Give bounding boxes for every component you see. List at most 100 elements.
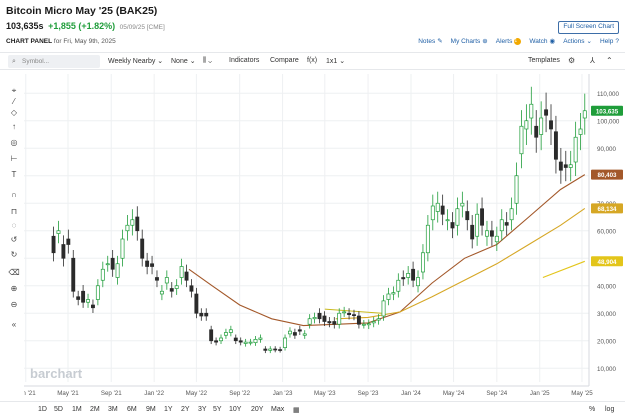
candle-body <box>199 312 204 317</box>
candle-body <box>71 257 76 292</box>
moving-average-line <box>542 260 585 279</box>
measure-icon[interactable]: ⊢ <box>10 154 18 163</box>
candle-body <box>470 224 475 240</box>
candle-body <box>312 317 317 320</box>
compare-button[interactable]: Compare <box>270 57 299 64</box>
candle-body <box>248 341 253 344</box>
candle-body <box>406 273 411 278</box>
candle-body <box>381 300 386 317</box>
candle-body <box>514 175 519 204</box>
undo-icon[interactable]: ↺ <box>10 235 18 244</box>
symbol-search-input[interactable]: ⌕ Symbol... <box>8 55 100 68</box>
symbol-search-placeholder: Symbol... <box>22 58 50 65</box>
candle-body <box>174 285 179 289</box>
y-tick-label: 10,000 <box>597 366 616 373</box>
range-1d[interactable]: 1D <box>38 406 47 413</box>
my-charts-link[interactable]: My Charts ⊕ <box>451 37 488 46</box>
range-2y[interactable]: 2Y <box>181 406 190 413</box>
arrow-up-icon[interactable]: ↑ <box>12 122 16 131</box>
candle-body <box>352 314 356 316</box>
x-tick-label: May '22 <box>186 390 208 397</box>
range-5d[interactable]: 5D <box>54 406 63 413</box>
zoom-out-icon[interactable]: ⊖ <box>10 300 18 309</box>
chart-toolbar: ⌕ Symbol... Weekly Nearby ⌄ None ⌄ ⫼ ⌄ I… <box>0 52 625 70</box>
candle-body <box>376 318 381 321</box>
price-chart[interactable]: 10,00020,00030,00040,00050,00060,00070,0… <box>24 70 625 400</box>
watch-link[interactable]: Watch ◉ <box>529 37 555 46</box>
templates-button[interactable]: Templates <box>528 57 560 64</box>
candle-body <box>61 244 66 259</box>
candle-body <box>219 337 223 342</box>
candle-body <box>475 213 480 237</box>
range-1m[interactable]: 1M <box>72 406 82 413</box>
candle-body <box>66 238 71 245</box>
crosshair-icon[interactable]: ⌖ <box>11 86 17 95</box>
period-select[interactable]: Weekly Nearby ⌄ <box>108 57 163 65</box>
zoom-in-icon[interactable]: ⊕ <box>10 284 18 293</box>
range-3m[interactable]: 3M <box>108 406 118 413</box>
range-20y[interactable]: 20Y <box>251 406 264 413</box>
x-tick-label: Jan '21 <box>24 390 36 397</box>
text-icon[interactable]: T <box>11 170 17 179</box>
candle-body <box>435 202 440 212</box>
help-label: Help <box>600 37 614 45</box>
lock-icon[interactable]: ⊓ <box>10 207 18 216</box>
chevron-down-icon: ⌄ <box>208 57 212 64</box>
collapse-left-icon[interactable]: « <box>11 320 17 329</box>
candle-body <box>223 332 228 336</box>
help-link[interactable]: Help? <box>600 37 619 45</box>
range-3y[interactable]: 3Y <box>198 406 207 413</box>
candle-body <box>396 279 401 292</box>
collapse-up-icon[interactable]: ⌃ <box>606 56 613 65</box>
alerts-link[interactable]: Alerts 1 <box>496 37 522 45</box>
candle-body <box>332 321 337 325</box>
candle-body <box>558 161 563 171</box>
target-icon[interactable]: ◎ <box>10 138 18 147</box>
redo-icon[interactable]: ↻ <box>10 250 18 259</box>
actions-menu[interactable]: Actions ⌄ <box>563 37 592 46</box>
range-1y[interactable]: 1Y <box>164 406 173 413</box>
studies-select[interactable]: None ⌄ <box>171 57 196 65</box>
candle-body <box>302 333 307 336</box>
range-10y[interactable]: 10Y <box>229 406 242 413</box>
eye-icon[interactable]: ◌ <box>11 221 17 230</box>
full-screen-chart-button[interactable]: Full Screen Chart <box>558 21 619 34</box>
range-2m[interactable]: 2M <box>90 406 100 413</box>
candle-body <box>445 219 450 222</box>
shapes-icon[interactable]: ◇ <box>10 108 18 117</box>
x-tick-label: Sep '22 <box>229 390 250 397</box>
candle-body <box>238 340 243 343</box>
y-tick-label: 20,000 <box>597 338 616 345</box>
candle-body <box>169 288 174 292</box>
candle-body <box>135 216 140 232</box>
range-max[interactable]: Max <box>271 406 285 413</box>
drawing-mode-icon[interactable]: ⅄ <box>590 56 595 65</box>
range-6m[interactable]: 6M <box>127 406 137 413</box>
x-tick-label: May '24 <box>443 390 465 397</box>
percent-toggle[interactable]: % <box>589 406 596 413</box>
trash-icon[interactable]: ⌫ <box>8 268 20 277</box>
settings-icon[interactable]: ⚙ <box>568 56 576 65</box>
range-9m[interactable]: 9M <box>146 406 156 413</box>
x-tick-label: Jan '22 <box>144 390 164 397</box>
log-toggle[interactable]: log <box>605 406 615 413</box>
alerts-badge: 1 <box>514 37 522 45</box>
range-5y[interactable]: 5Y <box>213 406 222 413</box>
magnet-icon[interactable]: ∩ <box>11 190 17 199</box>
candle-body <box>460 202 465 207</box>
actions-label: Actions <box>563 37 585 45</box>
chart-type-select[interactable]: ⫼ ⌄ <box>203 57 212 65</box>
layout-select[interactable]: 1x1 ⌄ <box>326 57 345 65</box>
function-button[interactable]: f(x) <box>307 57 318 64</box>
chevron-down-icon: ⌄ <box>586 38 592 45</box>
notes-link[interactable]: Notes ✎ <box>418 37 442 46</box>
candle-body <box>214 340 219 343</box>
candle-body <box>549 120 553 130</box>
candle-body <box>120 238 125 259</box>
study-value-tag: 80,403 <box>598 172 617 179</box>
line-tools-icon[interactable]: ⁄ <box>13 97 15 106</box>
calendar-icon[interactable]: ▦ <box>293 407 300 414</box>
indicators-button[interactable]: Indicators <box>229 57 260 64</box>
candle-body <box>288 330 292 335</box>
candle-body <box>573 136 578 163</box>
